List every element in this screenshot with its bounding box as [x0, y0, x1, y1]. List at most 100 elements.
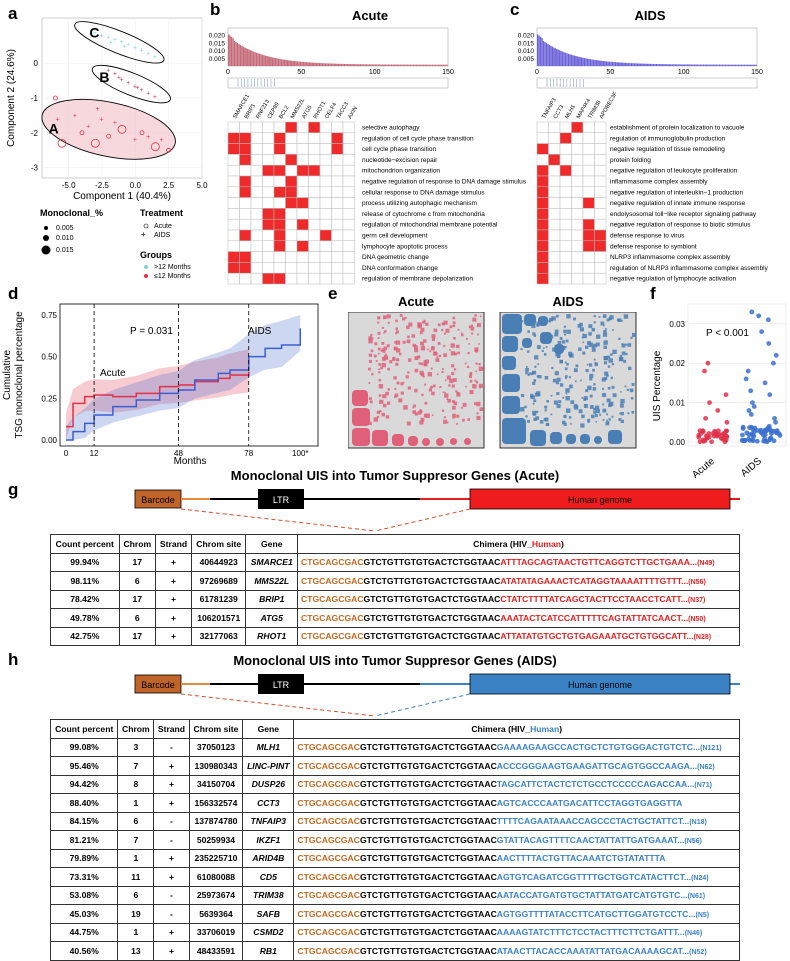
treemap-cell [382, 349, 386, 353]
treemap-cell [376, 415, 380, 419]
f-point-acute [722, 432, 727, 437]
heatmap-cell [319, 218, 332, 231]
cell-chrom: 1 [117, 922, 155, 942]
heatmap-cell [262, 121, 275, 134]
freq-bar [340, 63, 343, 66]
cell-strand: - [153, 885, 190, 905]
treemap-cell [565, 396, 570, 401]
bar-ytick: 0.005 [518, 56, 535, 63]
h-ltr-box [258, 674, 304, 694]
legend-treatment-aids: AIDS [154, 232, 171, 239]
panel-label-d: d [8, 284, 19, 303]
heatmap-term: mitochondrion organization [362, 168, 440, 175]
freq-bar [736, 64, 738, 66]
heatmap-cell [594, 251, 607, 263]
treemap-cell [619, 412, 621, 415]
bar-xtick: 150 [442, 69, 454, 76]
treemap-cell [377, 316, 381, 320]
freq-bar [541, 38, 543, 66]
treemap-cell [584, 345, 589, 349]
freq-bar [386, 64, 388, 66]
heatmap-cell [571, 143, 584, 155]
heatmap-cell [594, 208, 607, 220]
freq-bar [670, 64, 672, 66]
heatmap-cell [536, 262, 549, 274]
cell-gene: IKZF1 [242, 830, 295, 850]
freq-bar [323, 63, 325, 66]
heatmap-gene-label: APOBEC3F [599, 91, 619, 120]
heatmap-cell [250, 262, 263, 274]
cell-gene: SMARCE1 [245, 552, 298, 572]
treemap-cell [554, 332, 559, 337]
treemap-cell [569, 353, 573, 358]
legend-size-3: 0.015 [56, 247, 74, 254]
freq-bar [570, 54, 573, 66]
freq-bar [321, 63, 324, 66]
treemap-cell [381, 348, 385, 351]
g-th-site: Chrom site [190, 534, 247, 554]
treemap-cell [462, 418, 465, 422]
freq-bar [547, 44, 549, 66]
treemap-cell [589, 405, 594, 409]
h-th-chimera: Chimera (HIV_Human) [293, 719, 740, 739]
treemap-cell [536, 345, 541, 349]
freq-bar [575, 55, 577, 66]
heatmap-cell [342, 121, 355, 134]
cell-strand: + [155, 589, 192, 609]
treemap-cell [479, 315, 482, 318]
treemap-cell [561, 420, 566, 425]
pca-point: + [122, 43, 126, 50]
treemap-cell [395, 348, 401, 353]
heatmap-cell [273, 154, 286, 166]
cell-site: 50259934 [188, 830, 244, 850]
heatmap-cell [308, 175, 321, 188]
treemap-cell [407, 335, 410, 339]
cell-pct: 98.11% [50, 571, 120, 591]
treemap-cell [564, 367, 568, 371]
pca-xtick: -5.0 [62, 181, 76, 190]
panel-label-g: g [8, 480, 19, 499]
table-row: 79.89% 1 +235225710 ARID4B CTGCAGCGACGTCTGTT… [49, 848, 740, 868]
freq-bar [436, 64, 438, 66]
treemap-cell [400, 382, 404, 386]
freq-bar [343, 63, 346, 66]
cell-chrom: 6 [118, 571, 157, 591]
treemap-cell [536, 375, 540, 378]
treemap-cell [422, 321, 424, 324]
cell-site: 106201571 [190, 608, 247, 628]
table-row: 99.08% 3-37050123 MLH1 CTGCAGCGACGTCTGTTGTG… [49, 737, 740, 757]
freq-bar [679, 64, 681, 66]
freq-bar [598, 60, 600, 66]
treemap-cell [432, 384, 436, 388]
freq-bar [664, 64, 666, 66]
treemap-cell [563, 325, 566, 328]
treemap-cell [593, 410, 597, 414]
heatmap-cell [331, 154, 344, 166]
legend-size-dot-large [41, 245, 51, 255]
treemap-cell [412, 410, 417, 414]
treemap-cell [618, 356, 624, 362]
treemap-cell [544, 405, 548, 409]
treemap-cell [525, 371, 528, 375]
cell-pct: 84.15% [49, 811, 119, 831]
freq-bar [746, 64, 749, 66]
g-table: Count percent Chrom Strand Chrom site Ge… [50, 534, 740, 646]
heatmap-cell [308, 240, 321, 252]
f-point-aids [740, 432, 745, 438]
cell-chimera: CTGCAGCGACGTCTGTTGTGTGACTCTGGTAACACCCGGG… [293, 756, 740, 776]
freq-bar [443, 64, 445, 66]
freq-bar [733, 64, 735, 66]
treemap-cell [625, 343, 628, 346]
treemap-cell [578, 347, 582, 351]
bar-ytick: 0.015 [518, 40, 535, 47]
treemap-cell [587, 385, 592, 391]
heatmap-cell [559, 272, 572, 285]
freq-bar [228, 34, 230, 66]
heatmap-cell [571, 208, 584, 220]
treemap-cell [534, 365, 537, 368]
freq-bar [387, 64, 390, 66]
heatmap-cell [582, 154, 595, 166]
heatmap-cell [308, 251, 321, 263]
treemap-cell [402, 340, 406, 344]
treemap-cell [437, 341, 441, 345]
